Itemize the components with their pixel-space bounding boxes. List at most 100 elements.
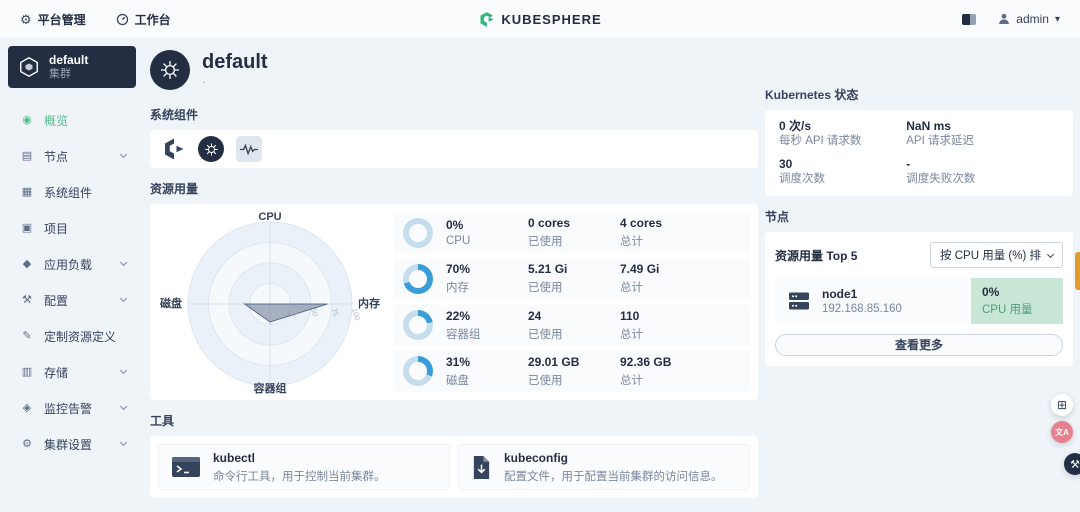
monitoring-icon: ◈ <box>22 401 32 414</box>
kubesphere-component-icon[interactable] <box>162 137 186 161</box>
stat-percent: 31% <box>446 354 471 369</box>
stat-total-label: 总计 <box>620 282 643 295</box>
k8s-stat: NaN ms API 请求延迟 <box>906 119 1059 148</box>
resources-card: CPU 内存 容器组 磁盘 0 25 50 75 100 0% CPU 0 cor… <box>150 204 758 400</box>
nodes-card: 资源用量 Top 5 按 CPU 用量 (%) 排 node1 192.168.… <box>765 232 1073 366</box>
sidebar-item-label: 配置 <box>44 293 69 308</box>
workbench-button[interactable]: 工作台 <box>116 11 171 28</box>
translate-icon: 文A <box>1055 427 1069 437</box>
sort-dropdown[interactable]: 按 CPU 用量 (%) 排 <box>930 242 1063 268</box>
top5-label: 资源用量 Top 5 <box>775 248 858 263</box>
radar-tick: 25 <box>289 307 300 318</box>
sidebar-item-nodes[interactable]: ▤ 节点 <box>0 138 142 174</box>
toolbox-float-button[interactable]: ⚒ <box>1064 453 1080 475</box>
stat-name: 磁盘 <box>446 374 469 387</box>
cluster-type: 集群 <box>49 68 71 80</box>
monitoring-component-icon[interactable] <box>236 136 262 162</box>
sidebar-item-overview[interactable]: ◉ 概览 <box>0 102 142 138</box>
kubectl-tool[interactable]: kubectl 命令行工具，用于控制当前集群。 <box>158 444 450 490</box>
stat-row-cpu: 0% CPU 0 cores 已使用 4 cores 总计 <box>394 212 750 254</box>
sidebar-item-label: 节点 <box>44 149 69 164</box>
crd-icon: ✎ <box>22 329 32 342</box>
kubesphere-logo[interactable]: KUBESPHERE <box>478 0 601 38</box>
stat-total-label: 总计 <box>620 374 643 387</box>
view-more-button[interactable]: 查看更多 <box>775 334 1063 356</box>
radar-tick: 0 <box>268 307 278 313</box>
stat-name: CPU <box>446 235 471 248</box>
components-icon: ▦ <box>21 185 33 198</box>
disk-donut-icon <box>403 356 433 387</box>
sidebar-item-projects[interactable]: ▣ 项目 <box>0 210 142 246</box>
kubesphere-logo-icon <box>478 11 495 28</box>
k8s-stat: 0 次/s 每秒 API 请求数 <box>779 119 906 148</box>
workbench-icon <box>116 13 129 26</box>
radar-axis-label: 内存 <box>358 296 380 310</box>
k8s-stat: - 调度失败次数 <box>906 157 1059 186</box>
sidebar-item-label: 应用负载 <box>44 257 93 272</box>
tool-name: kubectl <box>213 450 256 465</box>
radar-tick: 100 <box>350 307 362 322</box>
overview-icon: ◉ <box>22 113 32 126</box>
cluster-avatar-icon <box>150 50 190 90</box>
chevron-down-icon <box>119 294 128 303</box>
nodes-section-title: 节点 <box>765 210 790 224</box>
radar-tick: 50 <box>309 307 320 318</box>
radar-chart: CPU 内存 容器组 磁盘 0 25 50 75 100 <box>158 211 390 395</box>
resources-section-title: 资源用量 <box>150 182 199 196</box>
stat-total: 110 <box>620 308 640 323</box>
cluster-name: default <box>49 53 89 67</box>
stat-used: 0 cores <box>528 216 571 231</box>
kubeconfig-tool[interactable]: kubeconfig 配置文件，用于配置当前集群的访问信息。 <box>458 444 750 490</box>
chevron-down-icon <box>119 402 128 411</box>
toolbox-icon[interactable] <box>962 13 977 25</box>
file-download-icon <box>471 455 492 480</box>
chevron-down-icon <box>119 150 128 159</box>
sidebar-item-config[interactable]: ⚒ 配置 <box>0 282 142 318</box>
language-switch-button[interactable]: 文A <box>1051 421 1073 443</box>
k8s-stat-value: - <box>906 157 911 171</box>
sidebar-item-monitoring[interactable]: ◈ 监控告警 <box>0 390 142 426</box>
k8s-stat: 30 调度次数 <box>779 157 906 186</box>
apps-shortcut-button[interactable]: ⊞ <box>1051 394 1073 416</box>
stat-total: 7.49 Gi <box>620 262 660 277</box>
radar-axis-label: 磁盘 <box>160 296 182 310</box>
stat-used-label: 已使用 <box>528 374 563 387</box>
tool-name: kubeconfig <box>504 450 569 465</box>
radar-polygon <box>243 303 328 323</box>
user-name: admin <box>1016 12 1049 26</box>
sidebar-item-workloads[interactable]: ◆ 应用负载 <box>0 246 142 282</box>
sidebar-item-components[interactable]: ▦ 系统组件 <box>0 174 142 210</box>
chevron-down-icon <box>1046 250 1055 258</box>
k8s-stat-value: 0 次/s <box>779 119 812 133</box>
workloads-icon: ◆ <box>22 257 32 270</box>
nodes-icon: ▤ <box>21 149 33 162</box>
stat-percent: 0% <box>446 218 464 233</box>
components-card <box>150 130 758 168</box>
platform-management-button[interactable]: ⚙ 平台管理 <box>20 11 86 28</box>
stat-total-label: 总计 <box>620 236 643 249</box>
caret-down-icon: ▾ <box>1054 13 1060 25</box>
node-row[interactable]: node1 192.168.85.160 0% CPU 用量 <box>775 278 1063 324</box>
stat-used: 24 <box>528 308 542 323</box>
k8s-stat-label: API 请求延迟 <box>906 135 974 147</box>
cluster-selector[interactable]: default 集群 <box>8 46 136 88</box>
right-panel: Kubernetes 状态 0 次/s 每秒 API 请求数 NaN ms AP… <box>765 38 1073 366</box>
cpu-donut-icon <box>403 217 433 248</box>
sidebar-item-crd[interactable]: ✎ 定制资源定义 <box>0 318 142 354</box>
config-icon: ⚒ <box>22 293 32 306</box>
scroll-indicator[interactable] <box>1075 252 1080 290</box>
sidebar-item-settings[interactable]: ⚙ 集群设置 <box>0 426 142 462</box>
user-menu[interactable]: admin ▾ <box>998 12 1060 26</box>
sidebar-item-label: 监控告警 <box>44 401 93 416</box>
kubernetes-component-icon[interactable] <box>198 136 224 162</box>
sidebar-item-storage[interactable]: ▥ 存储 <box>0 354 142 390</box>
platform-management-label: 平台管理 <box>37 12 86 27</box>
k8s-stat-label: 调度失败次数 <box>906 173 976 185</box>
k8s-status-title: Kubernetes 状态 <box>765 88 859 102</box>
page-subtitle: . <box>202 74 206 86</box>
chevron-down-icon <box>119 438 128 447</box>
radar-axis-label: 容器组 <box>253 381 287 394</box>
pods-donut-icon <box>403 310 433 341</box>
k8s-status-card: 0 次/s 每秒 API 请求数 NaN ms API 请求延迟 30 调度次数… <box>765 110 1073 196</box>
sidebar-item-label: 项目 <box>44 221 69 236</box>
